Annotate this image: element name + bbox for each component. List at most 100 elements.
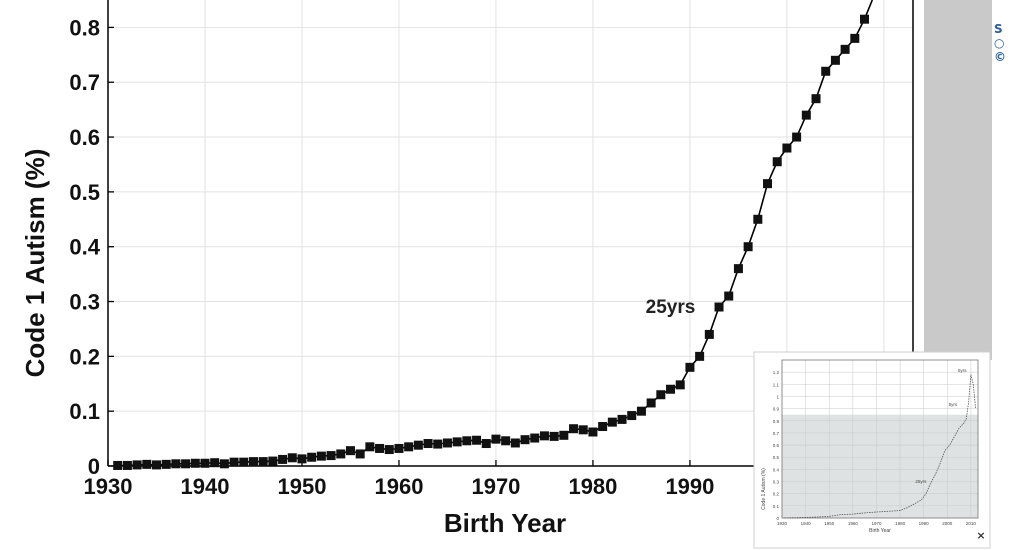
data-point-marker: [219, 459, 229, 469]
data-point-marker: [850, 33, 860, 43]
inset-x-tick-label: 1980: [895, 521, 906, 526]
y-tick-label: 0.3: [69, 290, 100, 315]
inset-y-tick-label: 1.2: [773, 370, 780, 375]
close-icon[interactable]: ×: [976, 529, 986, 542]
y-tick-label: 0.2: [69, 344, 100, 369]
data-point-marker: [142, 459, 152, 469]
inset-annotation: 25yrs: [915, 479, 927, 484]
y-tick-label: 0.7: [69, 70, 100, 95]
data-point-marker: [821, 66, 831, 76]
data-point-marker: [617, 414, 627, 424]
data-point-marker: [229, 457, 239, 467]
data-point-marker: [375, 443, 385, 453]
data-point-marker: [384, 445, 394, 455]
data-point-marker: [258, 457, 268, 467]
data-point-marker: [355, 449, 365, 459]
x-tick-label: 1990: [665, 474, 714, 499]
data-point-marker: [569, 424, 579, 434]
inset-x-tick-label: 1950: [824, 521, 835, 526]
annotation-25yrs: 25yrs: [646, 297, 696, 318]
data-point-marker: [210, 458, 220, 468]
data-point-marker: [588, 427, 598, 437]
data-point-marker: [792, 132, 802, 142]
inset-annotations: 25yrs 5yrs 5yrs: [915, 368, 967, 484]
data-point-marker: [278, 454, 288, 464]
data-point-marker: [743, 242, 753, 252]
data-point-marker: [510, 438, 520, 448]
data-point-marker: [607, 417, 617, 427]
data-point-marker: [675, 380, 685, 390]
inset-y-tick-label: 0.3: [773, 480, 780, 485]
data-point-marker: [394, 443, 404, 453]
data-point-marker: [132, 460, 142, 470]
inset-axes: [781, 359, 979, 519]
main-grid: [107, 0, 913, 467]
inset-y-tick-label: 0: [776, 516, 779, 521]
inset-annotation: 5yrs: [949, 402, 958, 407]
x-axis-title: Birth Year: [444, 508, 566, 538]
inset-y-tick-label: 0.5: [773, 455, 780, 460]
data-point-marker: [520, 435, 530, 445]
data-point-marker: [539, 431, 549, 441]
data-point-marker: [724, 291, 734, 301]
inset-x-tick-label: 2010: [966, 521, 977, 526]
x-tick-label: 1980: [568, 474, 617, 499]
main-series-markers: [113, 14, 870, 470]
inset-x-tick-label: 1970: [871, 521, 882, 526]
inset-y-tick-label: 0.7: [773, 431, 780, 436]
data-point-marker: [772, 157, 782, 167]
data-point-marker: [801, 110, 811, 120]
data-point-marker: [481, 439, 491, 449]
main-plot: 0 0.1 0.2 0.3 0.4 0.5 0.6 0.7 0.8 1930 1940 1950 196…: [20, 0, 914, 538]
edge-glyphs: S ○ ©: [994, 22, 1008, 64]
inset-shaded-region: [782, 414, 978, 518]
data-point-marker: [753, 214, 763, 224]
inset-grid: [781, 360, 978, 519]
data-point-marker: [462, 436, 472, 446]
data-point-marker: [627, 411, 637, 421]
data-point-marker: [704, 329, 714, 339]
data-point-marker: [578, 425, 588, 435]
data-point-marker: [840, 44, 850, 54]
data-point-marker: [316, 451, 326, 461]
data-point-marker: [442, 438, 452, 448]
data-point-marker: [559, 430, 569, 440]
data-point-marker: [268, 456, 278, 466]
data-point-marker: [646, 398, 656, 408]
data-point-marker: [549, 431, 559, 441]
data-point-marker: [181, 459, 191, 469]
y-tick-label: 0: [88, 454, 100, 479]
data-point-marker: [200, 458, 210, 468]
inset-tick-labels: 0 0.1 0.2 0.3 0.4 0.5 0.6 0.7 0.8 0.9 1 1.1 1.2 1930 1…: [773, 370, 977, 526]
inset-x-axis-title: Birth Year: [869, 528, 891, 534]
y-tick-label: 0.6: [69, 125, 100, 150]
data-point-marker: [530, 433, 540, 443]
data-point-marker: [248, 457, 258, 467]
data-point-marker: [345, 446, 355, 456]
data-point-marker: [423, 439, 433, 449]
inset-y-tick-label: 1: [776, 394, 779, 399]
data-point-marker: [161, 459, 171, 469]
inset-x-tick-label: 1940: [801, 521, 812, 526]
edge-glyph: ©: [994, 50, 1006, 64]
data-point-marker: [336, 449, 346, 459]
inset-x-tick-label: 1960: [848, 521, 859, 526]
data-point-marker: [452, 437, 462, 447]
data-point-marker: [239, 457, 249, 467]
inset-y-tick-label: 0.9: [773, 407, 780, 412]
data-point-marker: [695, 351, 705, 361]
inset-y-tick-label: 0.8: [773, 419, 780, 424]
inset-y-tick-label: 0.4: [773, 467, 780, 472]
y-tick-label: 0.8: [69, 15, 100, 40]
data-point-marker: [598, 422, 608, 432]
side-panel: [924, 0, 992, 360]
data-point-marker: [666, 384, 676, 394]
data-point-marker: [151, 460, 161, 470]
inset-annotation: 5yrs: [958, 368, 967, 373]
edge-glyph: S: [994, 22, 1003, 36]
data-point-marker: [656, 390, 666, 400]
inset-x-tick-label: 1930: [777, 521, 788, 526]
data-point-marker: [122, 460, 132, 470]
inset-y-axis-title: Code 1 Autism (%): [761, 468, 767, 510]
